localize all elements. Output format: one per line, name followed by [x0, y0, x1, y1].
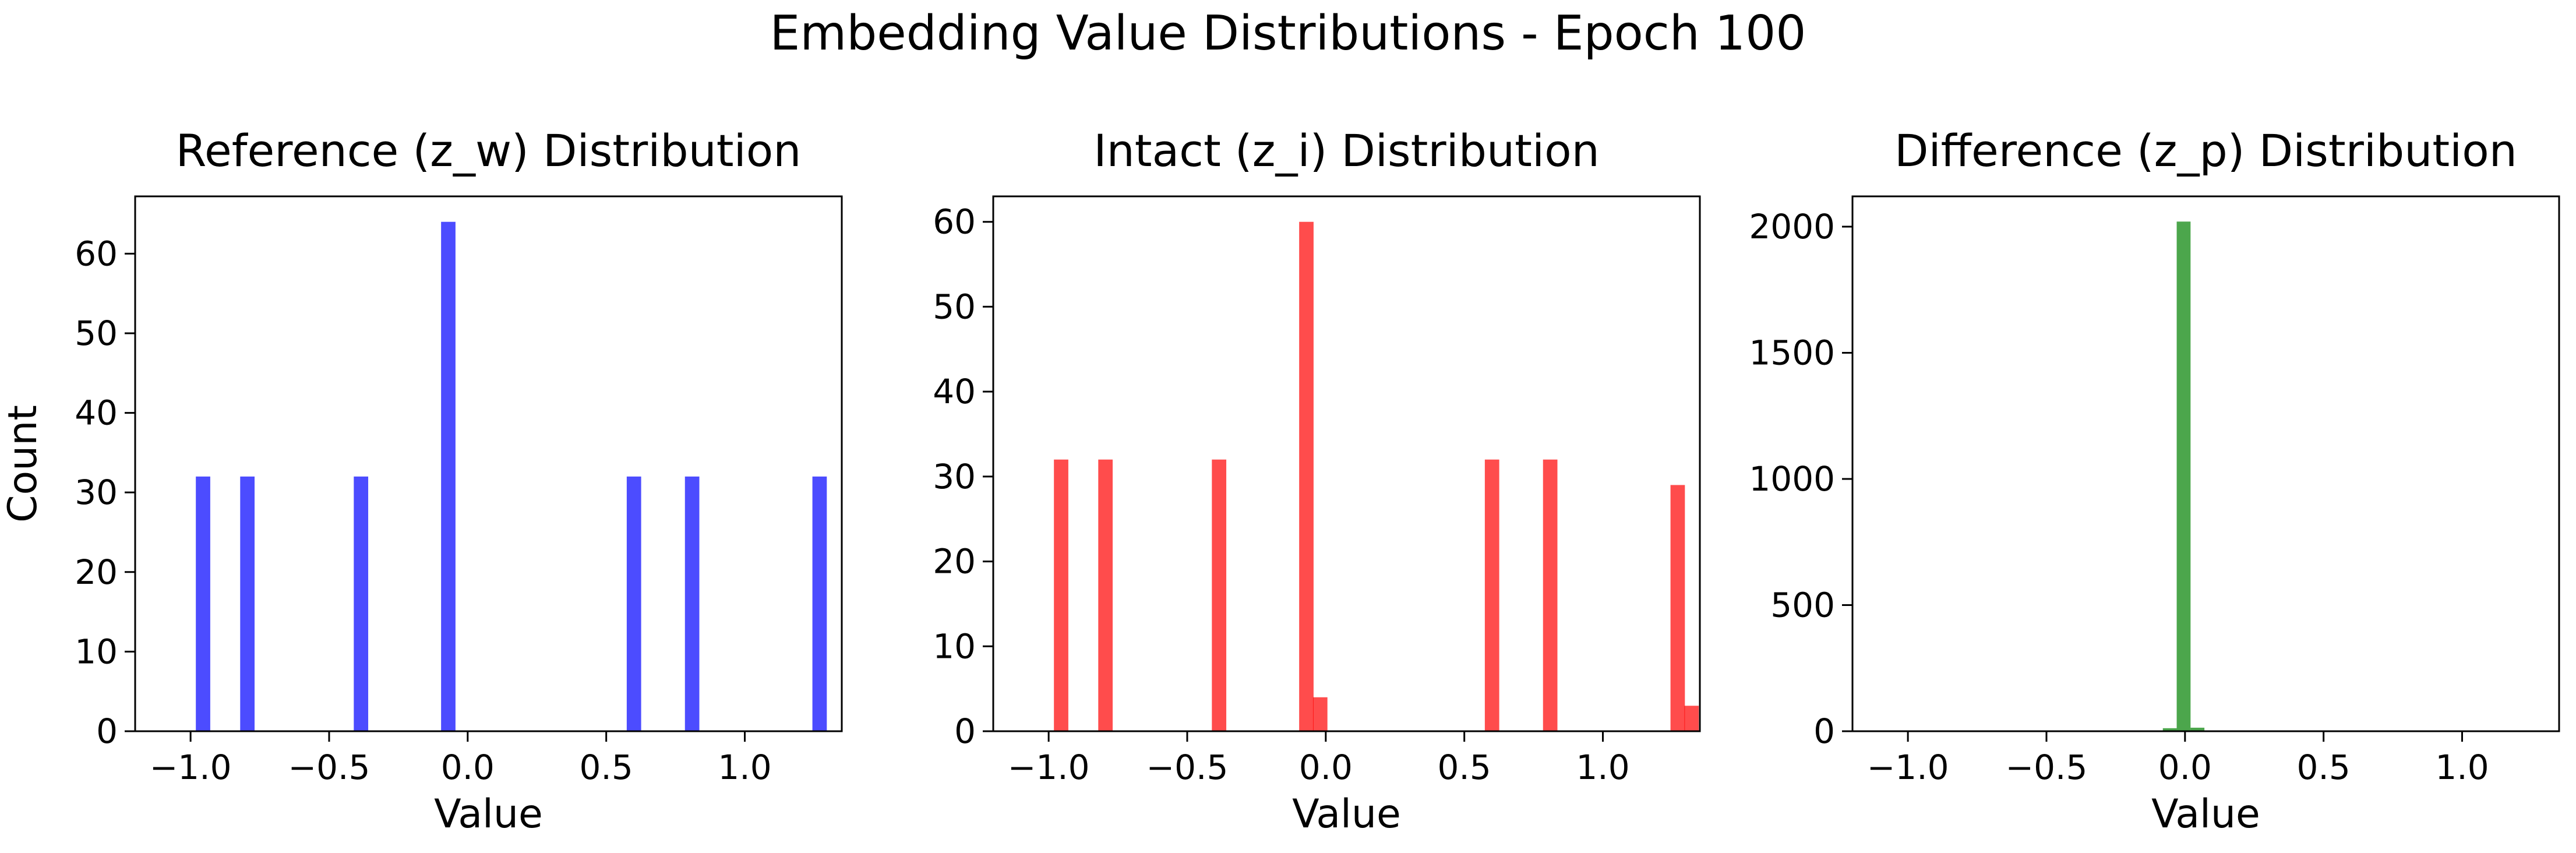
x-tick-label: −0.5 — [288, 748, 370, 787]
x-tick-label: −0.5 — [1146, 748, 1229, 787]
x-tick-label: 1.0 — [2435, 748, 2489, 787]
x-tick-label: 0.0 — [1299, 748, 1353, 787]
y-tick-label: 60 — [933, 202, 976, 242]
y-tick-label: 40 — [933, 372, 976, 411]
histogram-bar — [684, 476, 700, 731]
y-tick-label: 30 — [75, 473, 118, 512]
x-tick-label: 0.0 — [441, 748, 495, 787]
subplot-2: −1.0 −0.5 0.0 0.5 1.0 0 10 20 30 40 50 60 Intact (z_… — [933, 125, 1701, 837]
y-tick-label: 0 — [96, 711, 118, 751]
subplot-panels: −1.0 −0.5 0.0 0.5 1.0 0 10 20 30 40 50 60 Reference … — [0, 125, 2560, 837]
x-tick-label: 0.5 — [580, 748, 633, 787]
y-tick-label: 40 — [75, 393, 118, 433]
histogram-bar — [2176, 221, 2191, 731]
histogram-bar — [240, 476, 255, 731]
histogram-bar — [2162, 728, 2177, 731]
histogram-bar — [1684, 706, 1699, 731]
x-tick-label: 1.0 — [1576, 748, 1629, 787]
subplot-title: Reference (z_w) Distribution — [176, 125, 802, 177]
y-tick-label: 10 — [933, 626, 976, 666]
histogram-bar — [812, 476, 827, 731]
histogram-bar — [1054, 459, 1068, 731]
histogram-bar — [1098, 459, 1113, 731]
y-tick-label: 2000 — [1749, 207, 1835, 246]
histogram-bar — [1299, 221, 1314, 731]
y-tick-label: 20 — [75, 552, 118, 592]
x-axis-label: Value — [434, 791, 543, 837]
subplot-1: −1.0 −0.5 0.0 0.5 1.0 0 10 20 30 40 50 60 Reference … — [0, 125, 843, 837]
histogram-bars — [2162, 221, 2205, 731]
y-tick-label: 0 — [954, 711, 976, 751]
y-tick-label: 60 — [75, 234, 118, 273]
histogram-bar — [1543, 459, 1558, 731]
histogram-bar — [1484, 459, 1499, 731]
subplot-3: −1.0 −0.5 0.0 0.5 1.0 0 500 1000 1500 2000 Differe… — [1749, 125, 2560, 837]
histogram-bar — [1670, 485, 1685, 731]
histogram-bars — [196, 221, 827, 731]
histogram-bar — [1312, 697, 1328, 731]
y-tick-label: 50 — [933, 287, 976, 326]
subplot-title: Difference (z_p) Distribution — [1894, 125, 2517, 177]
y-tick-label: 50 — [75, 313, 118, 353]
x-tick-label: 0.5 — [2297, 748, 2351, 787]
histogram-bar — [441, 221, 456, 731]
y-tick-label: 1000 — [1749, 459, 1835, 499]
histogram-bar — [2190, 727, 2205, 731]
histogram-bar — [1212, 459, 1227, 731]
y-tick-label: 1500 — [1749, 333, 1835, 372]
y-axis-label: Count — [0, 405, 46, 523]
x-tick-label: −0.5 — [2006, 748, 2088, 787]
axes-frame — [1851, 195, 2560, 732]
x-tick-label: −1.0 — [1008, 748, 1090, 787]
histogram-bar — [354, 476, 369, 731]
y-tick-label: 30 — [933, 457, 976, 496]
x-tick-label: 1.0 — [718, 748, 771, 787]
y-tick-label: 0 — [1813, 711, 1835, 751]
x-axis-label: Value — [1292, 791, 1401, 837]
histogram-bars — [1054, 221, 1699, 731]
x-tick-label: 0.0 — [2158, 748, 2212, 787]
histogram-bar — [196, 476, 210, 731]
y-tick-label: 20 — [933, 542, 976, 581]
figure-suptitle: Embedding Value Distributions - Epoch 10… — [770, 6, 1806, 61]
x-tick-label: 0.5 — [1438, 748, 1491, 787]
histogram-bar — [626, 476, 641, 731]
x-axis-label: Value — [2151, 791, 2260, 837]
subplot-title: Intact (z_i) Distribution — [1093, 125, 1600, 177]
x-tick-label: −1.0 — [1867, 748, 1949, 787]
y-tick-label: 500 — [1770, 585, 1835, 625]
x-tick-label: −1.0 — [150, 748, 232, 787]
axes-frame — [134, 195, 843, 732]
axes-frame — [992, 195, 1701, 732]
y-tick-label: 10 — [75, 632, 118, 671]
